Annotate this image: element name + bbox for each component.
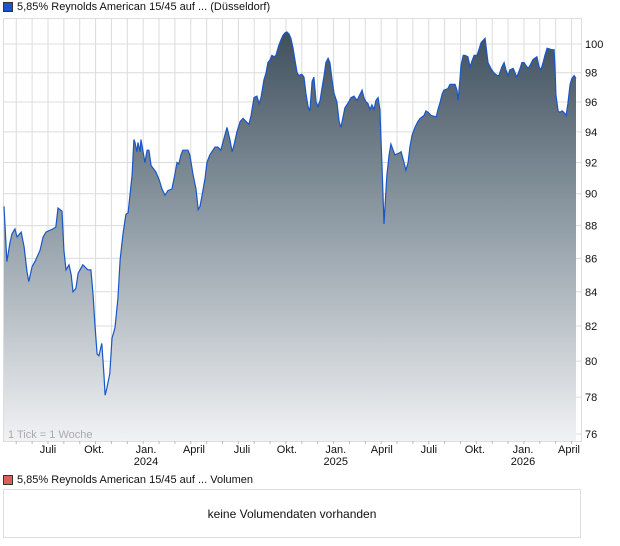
tick-annotation: 1 Tick = 1 Woche (8, 429, 92, 441)
y-tick-label: 78 (585, 392, 597, 404)
y-tick-label: 98 (585, 68, 597, 80)
volume-legend-label: 5,85% Reynolds American 15/45 auf ... Vo… (17, 474, 254, 486)
y-tick-label: 90 (585, 189, 597, 201)
x-tick-label: Juli (421, 444, 438, 456)
x-tick-label: April (371, 444, 393, 456)
y-tick-label: 88 (585, 221, 597, 233)
price-line (3, 31, 577, 396)
x-tick-year: 2025 (324, 456, 348, 468)
volume-panel: keine Volumendaten vorhanden (3, 489, 581, 538)
price-legend-label: 5,85% Reynolds American 15/45 auf ... (D… (17, 1, 271, 13)
x-tick-label: Jan. (136, 444, 157, 456)
x-tick-label: Okt. (277, 444, 297, 456)
x-tick-year: 2024 (134, 456, 158, 468)
x-tick-label: April (558, 444, 580, 456)
volume-legend: 5,85% Reynolds American 15/45 auf ... Vo… (3, 474, 253, 486)
legend-swatch-icon (3, 2, 13, 12)
x-tick-label: Jan. (325, 444, 346, 456)
x-tick-label: April (183, 444, 205, 456)
price-chart: 100 98 96 94 92 90 88 86 84 82 80 78 76 Juli Okt. Jan.… (3, 18, 603, 468)
y-tick-label: 76 (585, 429, 597, 441)
y-tick-label: 80 (585, 356, 597, 368)
x-tick-year: 2026 (511, 456, 535, 468)
x-tick-label: Jan. (513, 444, 534, 456)
y-tick-label: 84 (585, 287, 597, 299)
y-tick-label: 94 (585, 127, 597, 139)
volume-swatch-icon (3, 475, 13, 485)
y-tick-label: 92 (585, 157, 597, 169)
y-tick-label: 82 (585, 321, 597, 333)
x-tick-label: Okt. (465, 444, 485, 456)
y-tick-label: 96 (585, 97, 597, 109)
y-tick-label: 100 (585, 39, 603, 51)
price-area (4, 32, 576, 441)
y-tick-label: 86 (585, 253, 597, 265)
x-tick-label: Juli (234, 444, 251, 456)
x-tick-label: Okt. (84, 444, 104, 456)
x-tick-label: Juli (40, 444, 57, 456)
price-legend: 5,85% Reynolds American 15/45 auf ... (D… (3, 1, 270, 13)
no-volume-message: keine Volumendaten vorhanden (207, 506, 377, 521)
